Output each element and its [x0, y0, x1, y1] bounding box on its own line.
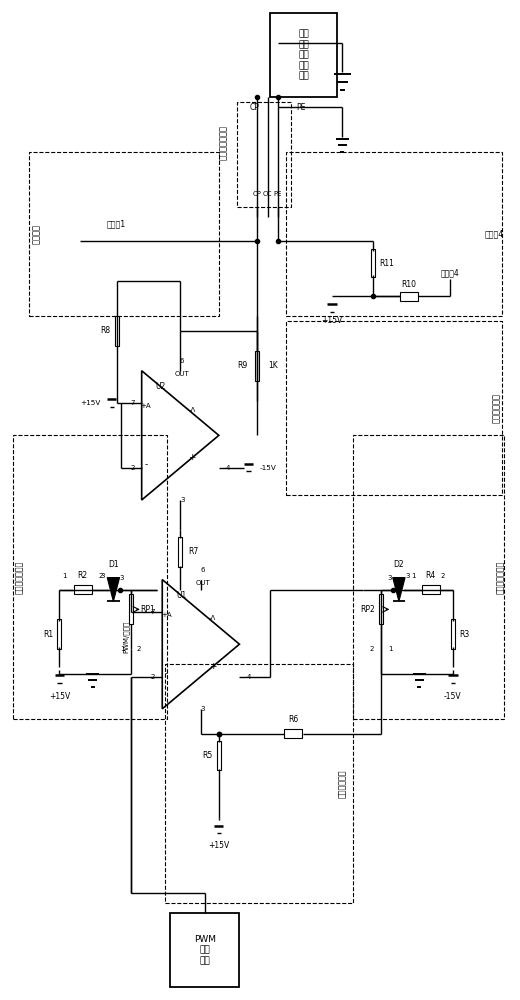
Bar [379, 594, 383, 624]
Text: 2: 2 [369, 646, 374, 652]
Text: 电动
汽车
充电
控制
设备: 电动 汽车 充电 控制 设备 [298, 30, 309, 80]
Text: -15V: -15V [444, 692, 462, 701]
Text: CP: CP [250, 103, 260, 112]
Text: R2: R2 [77, 571, 87, 580]
Text: R5: R5 [202, 751, 213, 760]
Text: 1: 1 [411, 573, 415, 579]
Bar [29, 152, 219, 316]
Text: +A: +A [140, 403, 151, 409]
Text: 4: 4 [226, 465, 230, 471]
Text: 6: 6 [201, 567, 205, 573]
Text: -Λ: -Λ [209, 615, 216, 621]
Text: 2: 2 [440, 573, 445, 579]
Text: OUT: OUT [196, 580, 210, 586]
Text: +15V: +15V [49, 692, 70, 701]
Text: -: - [165, 669, 168, 678]
Bar [285, 321, 502, 495]
Text: 供电处充电接口: 供电处充电接口 [218, 124, 227, 159]
Bar [270, 13, 337, 97]
Text: D2: D2 [394, 560, 404, 569]
Text: D1: D1 [108, 560, 119, 569]
Text: R3: R3 [459, 630, 470, 639]
Bar [13, 435, 167, 719]
Text: 1K: 1K [268, 361, 278, 370]
Text: PWM/低电平: PWM/低电平 [123, 621, 129, 653]
Text: RP1: RP1 [140, 605, 155, 614]
Text: 2: 2 [151, 674, 155, 680]
Text: 4: 4 [246, 674, 251, 680]
Bar [73, 585, 92, 594]
Text: 3: 3 [406, 573, 410, 579]
Bar [129, 594, 134, 624]
Text: U2: U2 [156, 382, 166, 391]
Text: R6: R6 [288, 715, 298, 724]
Text: -Λ: -Λ [188, 407, 196, 413]
Bar [371, 249, 375, 277]
Text: R1: R1 [43, 630, 53, 639]
Text: 7: 7 [130, 400, 135, 406]
Bar [400, 292, 418, 301]
Text: R9: R9 [237, 361, 247, 370]
Text: 电平转换模块: 电平转换模块 [338, 769, 347, 798]
Bar [178, 537, 183, 567]
Text: +: + [188, 453, 196, 462]
Text: R10: R10 [401, 280, 417, 289]
Bar [255, 351, 259, 381]
Text: PE: PE [274, 191, 282, 197]
Text: -15V: -15V [260, 465, 277, 471]
Text: 正电压参考模块: 正电压参考模块 [15, 560, 24, 594]
Bar [353, 435, 504, 719]
Text: +15V: +15V [80, 400, 100, 406]
Text: 3: 3 [101, 573, 106, 579]
Polygon shape [393, 578, 405, 601]
Bar [170, 913, 239, 987]
Text: 检测点4: 检测点4 [441, 269, 460, 278]
Text: 3: 3 [120, 575, 124, 581]
Text: 2: 2 [137, 646, 141, 652]
Bar [217, 741, 221, 770]
Text: U1: U1 [176, 591, 187, 600]
Text: 7: 7 [151, 609, 155, 615]
Text: OUT: OUT [175, 371, 190, 377]
Bar [57, 619, 61, 649]
Text: R4: R4 [426, 571, 436, 580]
Text: 3: 3 [180, 497, 185, 503]
Text: 检测模块: 检测模块 [32, 224, 41, 244]
Bar [115, 316, 119, 346]
Text: R7: R7 [188, 547, 198, 556]
Text: PWM
调整
模块: PWM 调整 模块 [193, 935, 216, 965]
Text: +15V: +15V [208, 841, 229, 850]
Bar [422, 585, 440, 594]
Bar [284, 729, 303, 738]
Text: 2: 2 [98, 573, 103, 579]
Text: 1: 1 [388, 646, 393, 652]
Text: +15V: +15V [321, 316, 343, 325]
Text: R8: R8 [100, 326, 111, 335]
Text: 负电压参考模块: 负电压参考模块 [496, 560, 505, 594]
Text: CP: CP [253, 191, 262, 197]
Text: 6: 6 [180, 358, 185, 364]
Text: +A: +A [161, 612, 172, 618]
Text: 检测点1: 检测点1 [106, 219, 126, 228]
Text: R11: R11 [379, 259, 394, 268]
Text: PE: PE [296, 103, 306, 112]
Bar [451, 619, 455, 649]
Bar [285, 152, 502, 316]
Text: 2: 2 [130, 465, 135, 471]
Text: 检测点4: 检测点4 [485, 229, 504, 238]
Text: +: + [209, 662, 216, 671]
Text: 1: 1 [120, 646, 124, 652]
Text: 3: 3 [388, 575, 393, 581]
Text: 1: 1 [62, 573, 67, 579]
Text: 3: 3 [201, 706, 205, 712]
Polygon shape [107, 578, 120, 601]
Text: CC: CC [263, 191, 272, 197]
Bar [237, 102, 291, 207]
Text: -: - [144, 460, 147, 469]
Text: 跟随输出模块: 跟随输出模块 [492, 393, 501, 423]
Text: RP2: RP2 [361, 605, 375, 614]
Bar [165, 664, 353, 903]
